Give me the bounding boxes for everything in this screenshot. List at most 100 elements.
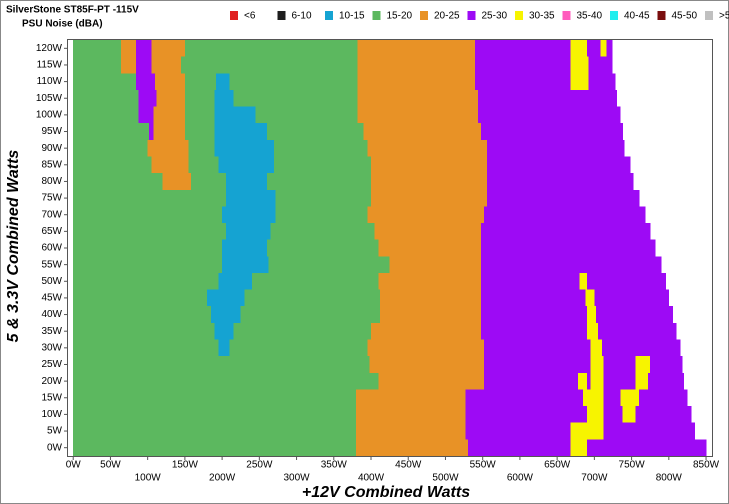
heat-cell <box>475 56 571 74</box>
legend-swatch <box>325 11 333 20</box>
heat-cell <box>481 239 656 257</box>
heat-cell <box>481 322 588 340</box>
heat-cell <box>475 73 571 91</box>
heat-cell <box>475 40 571 57</box>
y-tick-label: 115W <box>37 60 63 71</box>
heat-cell <box>357 73 476 91</box>
y-tick-label: 20W <box>41 376 62 387</box>
heat-cell <box>586 306 597 324</box>
x-tick-label: 850W <box>693 460 720 471</box>
heat-cell <box>153 123 186 141</box>
heat-cell <box>156 89 186 107</box>
heat-cell <box>275 189 372 207</box>
heat-cell <box>606 40 613 57</box>
heat-cell <box>570 40 588 57</box>
heat-cell <box>570 422 604 440</box>
y-tick-label: 60W <box>41 243 62 254</box>
heat-cell <box>583 389 604 407</box>
x-tick-label: 750W <box>619 460 646 471</box>
heat-cell <box>135 56 152 74</box>
heat-cell <box>467 439 571 457</box>
heat-cell <box>274 156 372 174</box>
heat-cell <box>73 322 215 340</box>
heat-cell <box>603 406 623 424</box>
heat-cell <box>356 389 466 407</box>
x-tick-label: 300W <box>284 473 311 484</box>
heat-cell <box>266 173 372 191</box>
heat-cell <box>588 56 613 74</box>
heat-cell <box>222 206 277 224</box>
heat-cell <box>73 40 122 57</box>
y-tick-label: 70W <box>41 209 62 220</box>
heat-cell <box>184 40 358 57</box>
heat-cell <box>487 139 625 157</box>
heat-cell <box>585 289 595 307</box>
heat-cell <box>594 289 670 307</box>
heat-cell <box>138 89 157 107</box>
heat-cell <box>216 73 230 91</box>
heat-cell <box>73 106 140 124</box>
heat-cell <box>603 422 696 440</box>
heat-cell <box>155 73 186 91</box>
heat-cell <box>570 73 589 91</box>
heat-cell <box>356 406 466 424</box>
heat-cell <box>153 106 186 124</box>
y-tick-label: 35W <box>41 326 62 337</box>
heat-cell <box>188 156 219 174</box>
heat-cell <box>588 73 616 91</box>
heat-cell <box>650 356 683 374</box>
y-tick-label: 100W <box>36 110 63 121</box>
chart-subtitle: PSU Noise (dBA) <box>22 19 103 30</box>
heat-cell <box>465 422 571 440</box>
heat-cell <box>570 439 588 457</box>
y-tick-label: 120W <box>36 43 63 54</box>
heat-cell <box>135 73 156 91</box>
heat-cell <box>181 56 358 74</box>
x-tick-label: 350W <box>321 460 348 471</box>
heat-cell <box>225 223 271 240</box>
legend-swatch <box>467 11 476 20</box>
heat-cell <box>371 173 488 191</box>
legend-swatch <box>230 11 238 20</box>
heat-cell <box>484 206 646 224</box>
heat-cell <box>73 306 212 324</box>
heat-cell <box>210 306 242 324</box>
heat-cell <box>570 56 589 74</box>
x-tick-label: 0W <box>66 460 82 471</box>
heat-cell <box>229 73 358 91</box>
heat-cell <box>266 123 364 141</box>
x-tick-label: 150W <box>172 460 199 471</box>
heat-cell <box>357 56 476 74</box>
legend-label: 25-30 <box>482 11 508 22</box>
heat-cell <box>600 40 607 57</box>
legend-label: 45-50 <box>672 11 698 22</box>
legend-swatch <box>515 11 523 20</box>
heat-cell <box>274 139 368 157</box>
heat-cell <box>147 139 189 157</box>
heat-cell <box>138 106 154 124</box>
heat-cell <box>135 40 152 57</box>
heat-cell <box>225 189 277 207</box>
heat-cell <box>389 256 482 274</box>
x-tick-label: 50W <box>100 460 121 471</box>
heat-cell <box>162 173 192 191</box>
heat-cell <box>586 372 591 390</box>
heat-cell <box>367 139 488 157</box>
heat-cell <box>603 356 636 374</box>
heat-cell <box>487 189 640 207</box>
heat-cell <box>73 439 357 457</box>
x-tick-label: 250W <box>246 460 273 471</box>
heat-cell <box>151 56 182 74</box>
heat-cell <box>184 89 215 107</box>
x-tick-label: 200W <box>209 473 236 484</box>
heat-cell <box>120 40 137 57</box>
y-tick-label: 10W <box>41 409 62 420</box>
x-tick-label: 550W <box>470 460 497 471</box>
y-tick-label: 30W <box>41 342 62 353</box>
heat-cell <box>481 223 651 240</box>
heat-cell <box>151 156 189 174</box>
heat-cell <box>647 372 685 390</box>
y-tick-label: 95W <box>41 126 62 137</box>
heat-cell <box>233 89 358 107</box>
heat-cell <box>577 372 588 390</box>
